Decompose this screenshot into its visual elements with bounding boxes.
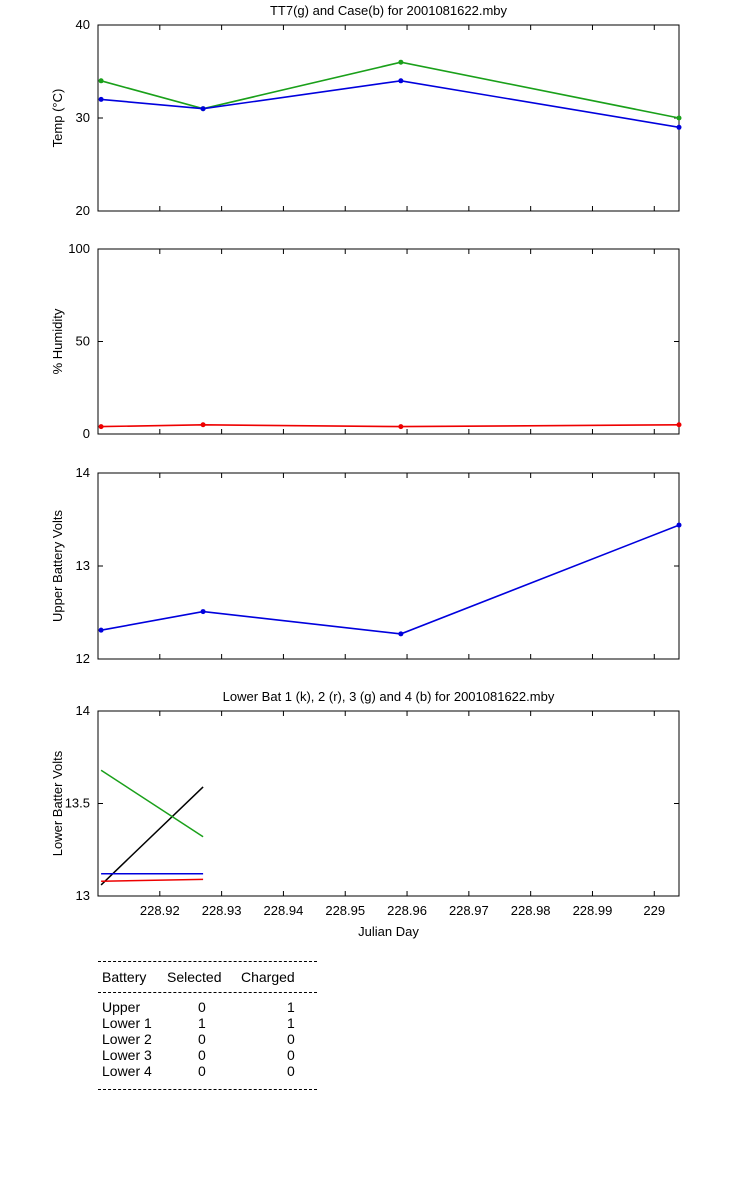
- battery-charged: 0: [287, 1047, 295, 1063]
- y-axis-label: Lower Batter Volts: [50, 750, 65, 856]
- data-point: [200, 106, 206, 112]
- y-tick-label: 13.5: [65, 796, 90, 811]
- battery-selected: 0: [198, 999, 206, 1015]
- chart-panel-4: 13 13.5 14 228.92 228.93 228.94 228.95 228.96 22…: [50, 689, 680, 939]
- table-row: Lower 3 0 0: [98, 1047, 317, 1063]
- y-tick-label: 40: [76, 17, 90, 32]
- battery-name: Lower 1: [102, 1015, 152, 1031]
- series-line: [101, 423, 680, 428]
- battery-charged: 1: [287, 999, 295, 1015]
- battery-charged: 1: [287, 1015, 295, 1031]
- x-tick-label: 228.98: [511, 903, 551, 918]
- battery-charged: 0: [287, 1031, 295, 1047]
- battery-selected: 0: [198, 1031, 206, 1047]
- series-line: [101, 79, 680, 129]
- y-tick-label: 13: [76, 558, 90, 573]
- data-point: [398, 424, 404, 430]
- y-tick-label: 12: [76, 651, 90, 666]
- y-tick-label: 13: [76, 888, 90, 903]
- y-tick-label: 14: [76, 703, 90, 718]
- y-tick-label: 50: [76, 334, 90, 349]
- data-point: [676, 422, 682, 428]
- battery-name: Lower 4: [102, 1063, 152, 1079]
- header-battery: Battery: [102, 969, 147, 985]
- x-tick-label: 228.97: [449, 903, 489, 918]
- x-tick-label: 228.99: [573, 903, 613, 918]
- battery-name: Lower 3: [102, 1047, 152, 1063]
- y-tick-label: 20: [76, 203, 90, 218]
- x-tick-label: 228.95: [325, 903, 365, 918]
- battery-status-table: Battery Selected Charged Upper 0 1 Lower…: [98, 961, 317, 1090]
- data-point: [200, 609, 206, 615]
- table-header-rule: [98, 992, 317, 993]
- table-row: Lower 2 0 0: [98, 1031, 317, 1047]
- battery-charged: 0: [287, 1063, 295, 1079]
- y-axis-label: Upper Battery Volts: [50, 510, 65, 622]
- charts-figure: 20 30 40 TT7(g) and Case(b) for 2001081622.…: [50, 3, 682, 939]
- series-line: [101, 878, 204, 882]
- y-axis-label: % Humidity: [50, 308, 65, 374]
- data-point: [676, 115, 682, 121]
- chart-title: Lower Bat 1 (k), 2 (r), 3 (g) and 4 (b) …: [223, 689, 555, 704]
- data-point: [676, 522, 682, 528]
- table-top-rule: [98, 961, 317, 962]
- data-point: [676, 124, 682, 130]
- series-line: [100, 786, 204, 886]
- battery-name: Lower 2: [102, 1031, 152, 1047]
- chart-panel-2: 0 50 100 % Humidity: [50, 241, 682, 441]
- series-line: [100, 524, 680, 635]
- table-row: Lower 4 0 0: [98, 1063, 317, 1079]
- data-point: [98, 96, 104, 102]
- chart-panel-1: 20 30 40 TT7(g) and Case(b) for 2001081622.…: [50, 3, 682, 218]
- data-point: [98, 78, 104, 84]
- data-point: [98, 424, 104, 430]
- y-tick-label: 14: [76, 465, 90, 480]
- battery-name: Upper: [102, 999, 141, 1015]
- data-point: [398, 59, 404, 65]
- y-tick-label: 30: [76, 110, 90, 125]
- battery-selected: 0: [198, 1047, 206, 1063]
- series-line: [100, 769, 204, 838]
- data-point: [398, 631, 404, 637]
- table-header-row: Battery Selected Charged: [98, 962, 317, 992]
- table-row: Lower 1 1 1: [98, 1015, 317, 1031]
- header-selected: Selected: [167, 969, 222, 985]
- chart-panel-3: 12 13 14 Upper Battery Volts: [50, 465, 682, 666]
- x-tick-label: 228.92: [140, 903, 180, 918]
- plot-frame: [97, 24, 680, 212]
- x-tick-label: 228.96: [387, 903, 427, 918]
- plot-frame: [97, 248, 680, 435]
- header-charged: Charged: [241, 969, 295, 985]
- x-tick-label: 228.93: [202, 903, 242, 918]
- y-axis-label: Temp (°C): [50, 89, 65, 148]
- chart-title: TT7(g) and Case(b) for 2001081622.mby: [270, 3, 508, 18]
- battery-selected: 0: [198, 1063, 206, 1079]
- series-line: [100, 61, 680, 119]
- data-point: [98, 627, 104, 633]
- y-tick-label: 0: [83, 426, 90, 441]
- table-bottom-rule: [98, 1089, 317, 1090]
- data-point: [200, 422, 206, 428]
- table-body: Upper 0 1 Lower 1 1 1 Lower 2 0 0 Lower …: [98, 993, 317, 1089]
- plot-frame: [97, 472, 680, 660]
- battery-selected: 1: [198, 1015, 206, 1031]
- x-tick-label: 229: [643, 903, 665, 918]
- table-row: Upper 0 1: [98, 999, 317, 1015]
- y-tick-label: 100: [68, 241, 90, 256]
- data-point: [398, 78, 404, 84]
- x-tick-label: 228.94: [264, 903, 304, 918]
- x-axis-label: Julian Day: [358, 924, 419, 939]
